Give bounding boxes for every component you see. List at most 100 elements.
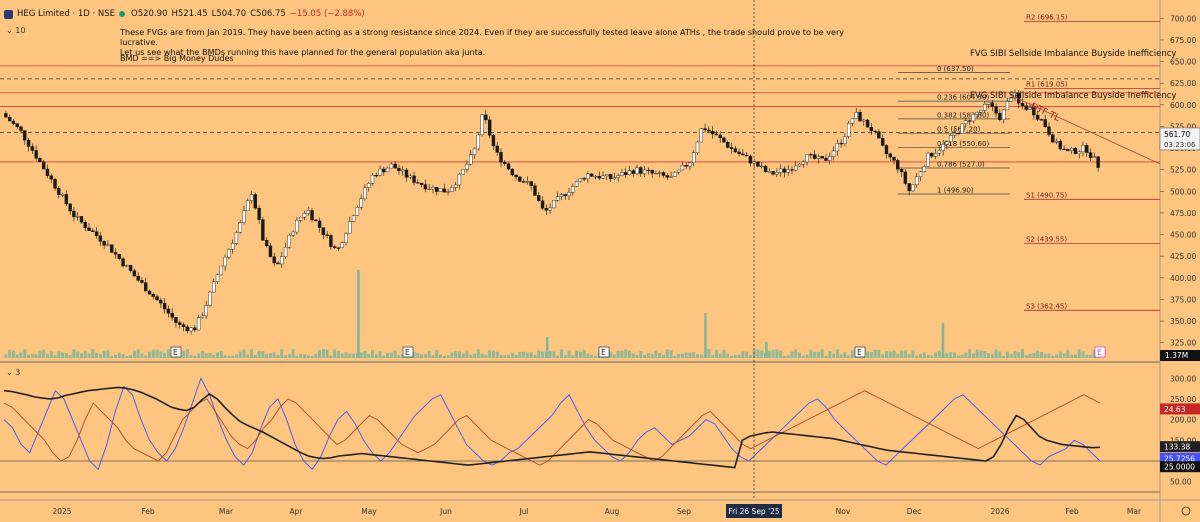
volume-bar xyxy=(1024,355,1028,358)
candle-body xyxy=(695,141,700,153)
candle-body xyxy=(620,172,624,176)
candle-body xyxy=(159,299,163,304)
candle-body xyxy=(336,247,341,249)
volume-bar xyxy=(87,353,91,358)
candle-body xyxy=(710,131,715,135)
ind-y-tick-label: 200.00 xyxy=(1170,416,1196,425)
candle-body xyxy=(850,118,855,124)
volume-bar xyxy=(1092,350,1096,358)
candle-body xyxy=(1032,107,1036,116)
x-tick-label: Jun xyxy=(439,507,452,516)
volume-bar xyxy=(722,349,726,358)
indicator-count[interactable]: ⌄ 10 xyxy=(6,26,26,35)
volume-bar xyxy=(847,355,851,358)
candle-body xyxy=(333,246,337,248)
high-value: H521.45 xyxy=(171,9,208,19)
candle-layer xyxy=(4,89,1100,335)
volume-bar xyxy=(457,351,461,358)
candle-body xyxy=(170,313,174,318)
indicator-value-badge xyxy=(1160,403,1200,415)
volume-bar xyxy=(38,350,42,358)
candle-body xyxy=(26,139,31,147)
candle-body xyxy=(673,172,677,177)
current-price-label: 561.70 xyxy=(1164,130,1190,139)
volume-bar xyxy=(692,352,696,358)
volume-bar xyxy=(250,349,254,358)
candle-body xyxy=(268,245,273,257)
candle-body xyxy=(431,186,435,190)
volume-bar xyxy=(533,355,537,358)
volume-bar xyxy=(850,350,854,358)
volume-bar xyxy=(609,351,613,358)
candle-body xyxy=(918,171,923,177)
volume-bar xyxy=(110,355,114,358)
candle-body xyxy=(733,148,737,153)
earnings-marker-icon xyxy=(402,346,414,358)
candle-body xyxy=(121,258,125,267)
volume-bar xyxy=(877,350,881,358)
volume-bar xyxy=(469,354,473,358)
candle-body xyxy=(888,153,892,158)
candle-body xyxy=(586,173,590,180)
symbol-title[interactable]: HEG Limited · 1D · NSE xyxy=(17,9,116,19)
volume-bar xyxy=(193,355,197,358)
volume-bar xyxy=(473,353,477,358)
candle-body xyxy=(1081,145,1085,153)
volume-bar xyxy=(586,353,590,358)
candle-body xyxy=(658,172,662,174)
pivot-label: R2 (696.15) xyxy=(1026,14,1068,22)
volume-bar xyxy=(389,352,393,358)
volume-bar xyxy=(1021,349,1025,358)
candle-body xyxy=(227,249,231,258)
indicator-value-badge xyxy=(1160,452,1200,464)
candle-body xyxy=(389,163,394,169)
volume-bar xyxy=(624,349,628,358)
indicator-pane-header[interactable]: ⌄ 3 xyxy=(6,368,21,377)
volume-bar xyxy=(843,352,847,358)
volume-bar xyxy=(378,350,382,358)
candle-body xyxy=(435,186,439,192)
volume-bar xyxy=(1055,354,1059,358)
volume-bar xyxy=(1070,354,1074,358)
candle-body xyxy=(257,207,261,220)
candle-body xyxy=(930,152,934,157)
fvg-annotation: FVG SIBI Sellside Imbalance Buyside Inef… xyxy=(970,49,1176,59)
candle-body xyxy=(401,169,405,172)
volume-bar xyxy=(148,351,151,358)
volume-bar xyxy=(1047,353,1051,358)
volume-bar xyxy=(677,353,681,358)
candle-body xyxy=(23,130,27,141)
volume-bar xyxy=(155,349,159,358)
close-value: C506.75 xyxy=(250,9,286,19)
settings-gear-icon xyxy=(1181,506,1191,516)
candle-body xyxy=(854,112,858,119)
candle-body xyxy=(484,114,488,121)
earnings-marker-label: E xyxy=(601,348,606,357)
volume-bar xyxy=(934,352,938,358)
candle-body xyxy=(495,145,499,153)
volume-bar xyxy=(718,353,722,358)
candle-body xyxy=(767,171,771,173)
volume-bar xyxy=(582,349,586,358)
candle-body xyxy=(181,324,186,327)
volume-bar xyxy=(650,353,654,358)
candle-body xyxy=(680,165,685,171)
volume-bar xyxy=(72,349,76,358)
candle-body xyxy=(726,141,730,148)
volume-bar xyxy=(344,352,348,358)
volume-bar xyxy=(907,354,911,358)
candle-body xyxy=(760,165,764,168)
candle-body xyxy=(816,156,821,159)
candle-body xyxy=(264,240,269,247)
candle-body xyxy=(941,144,945,151)
volume-bar xyxy=(352,353,356,358)
volume-bar xyxy=(990,354,994,358)
candle-body xyxy=(582,178,586,180)
candle-body xyxy=(967,120,972,122)
candle-body xyxy=(1024,105,1028,110)
candle-body xyxy=(151,294,155,297)
trendline xyxy=(1009,94,1161,165)
volume-bar xyxy=(79,353,83,358)
volume-bar xyxy=(1013,350,1017,358)
